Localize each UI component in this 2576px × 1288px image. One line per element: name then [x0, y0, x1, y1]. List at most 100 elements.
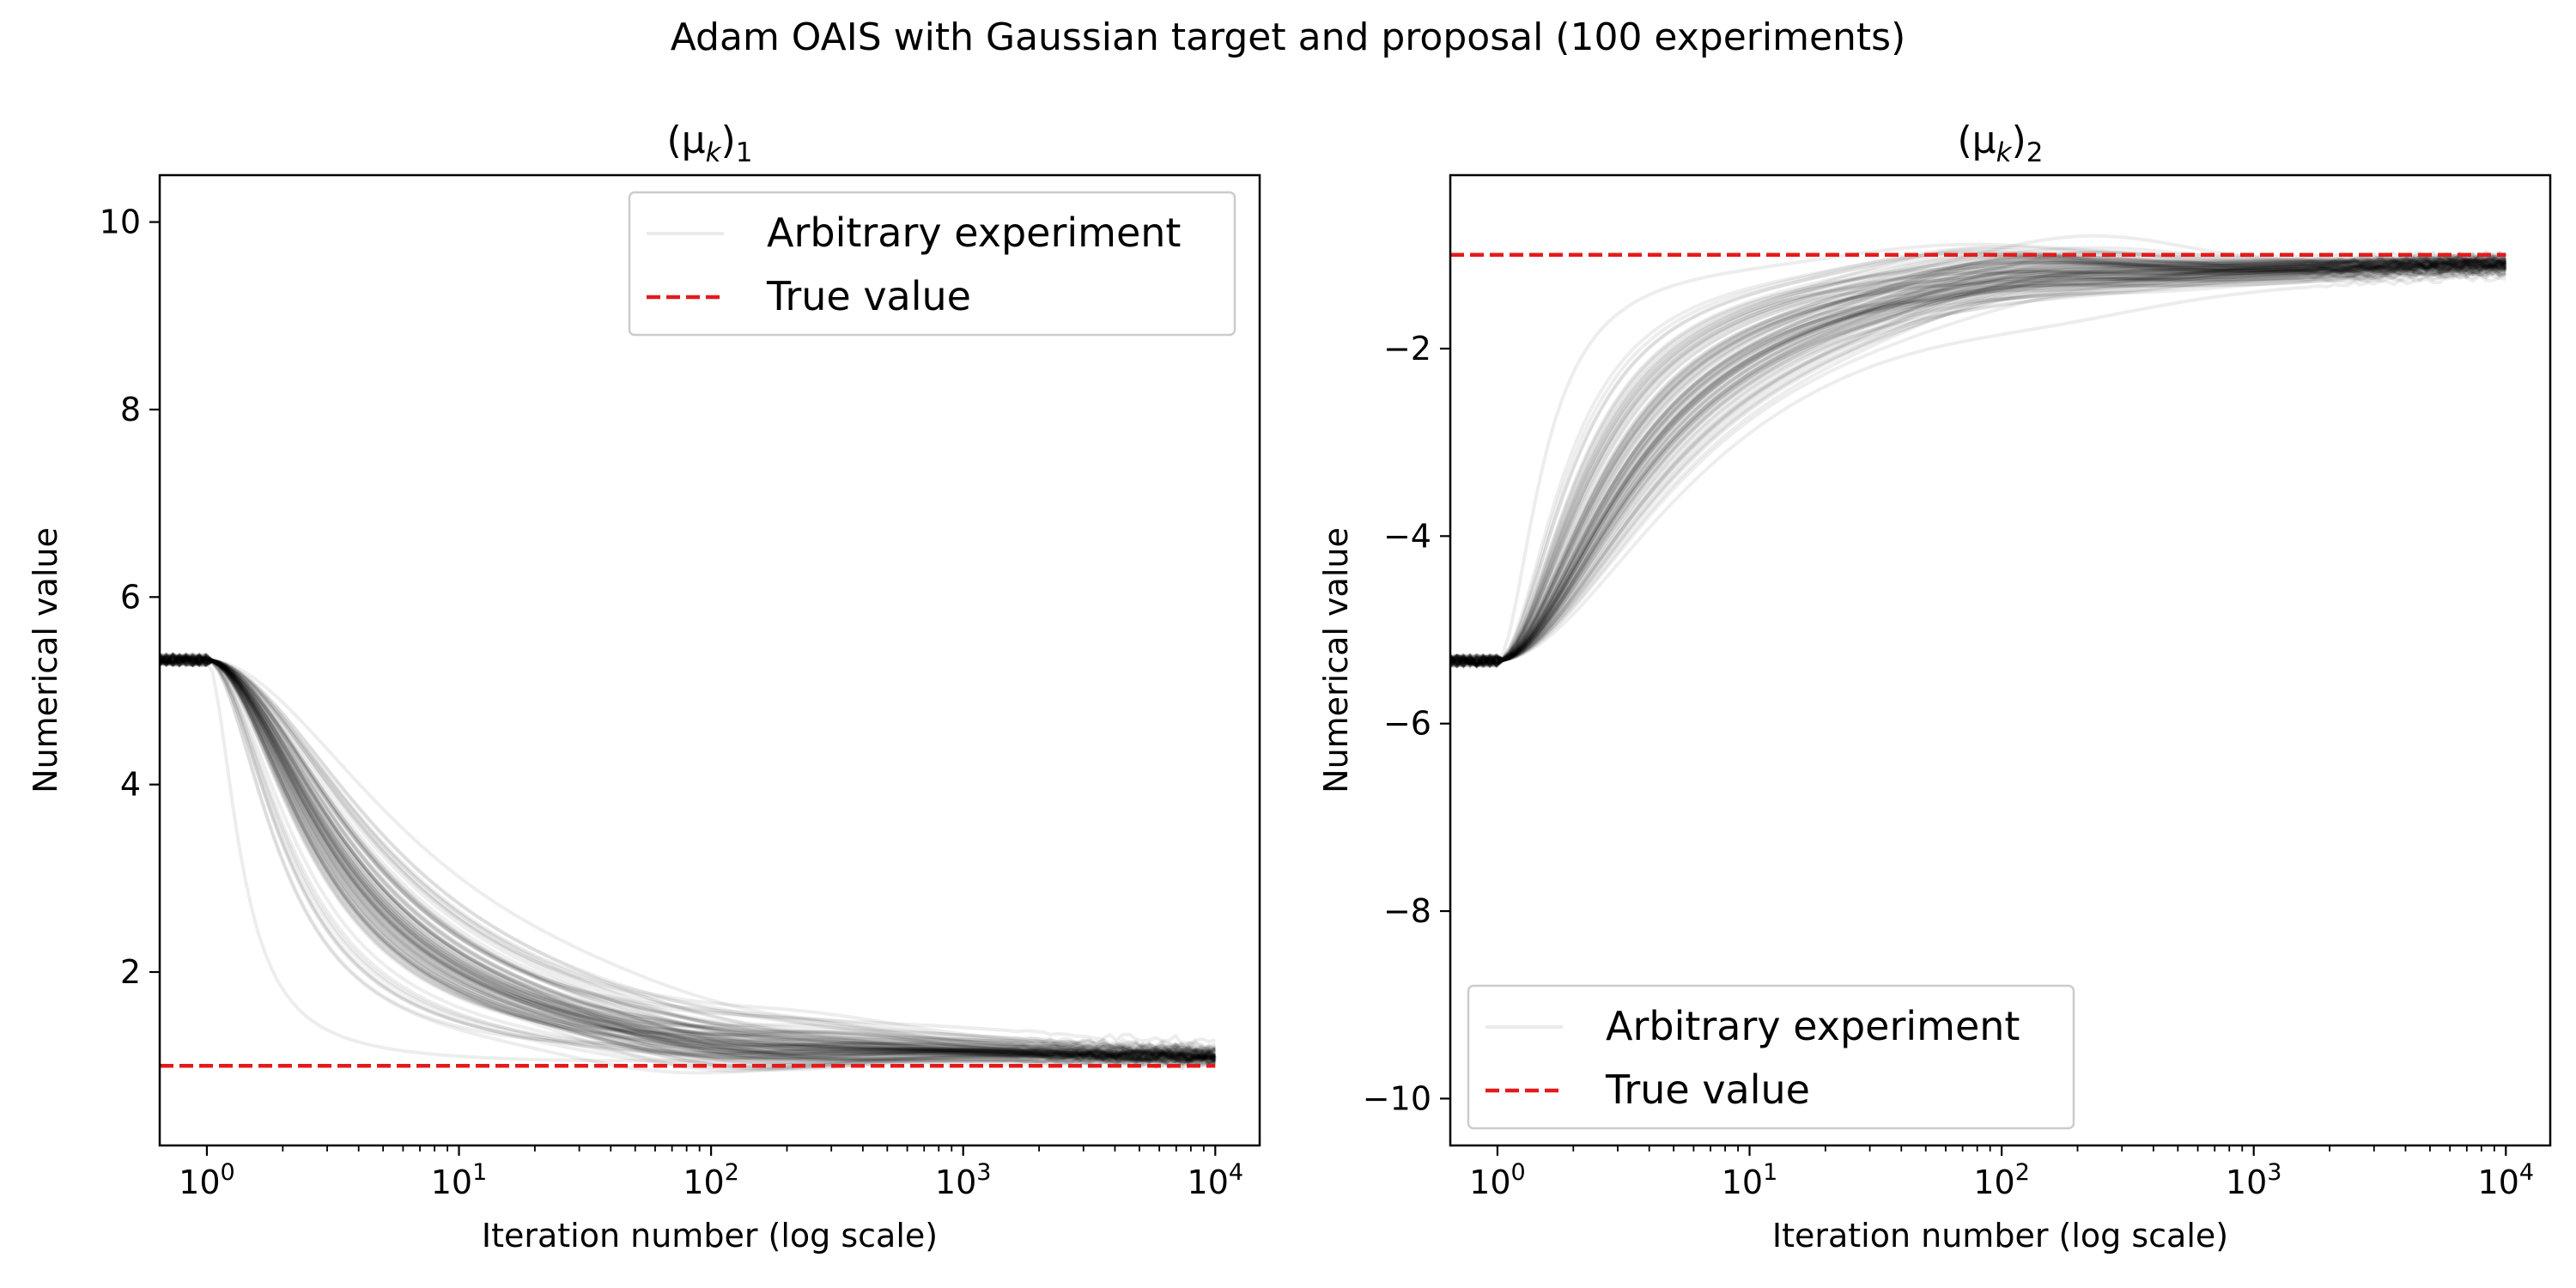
experiment-line — [1450, 260, 2507, 666]
y-axis-label: Numerical value — [1317, 527, 1355, 793]
experiment-line — [1450, 254, 2507, 668]
experiment-line — [1450, 255, 2506, 667]
y-tick-label: −2 — [1383, 330, 1431, 368]
experiment-line — [160, 653, 1216, 1047]
experiment-line — [160, 652, 1217, 1060]
legend: Arbitrary experiment True value — [628, 191, 1236, 337]
experiment-line — [1450, 256, 2507, 669]
experiment-line — [1450, 263, 2506, 665]
experiment-line — [160, 652, 1217, 1063]
legend-true-value-label: True value — [1605, 1066, 1810, 1113]
x-axis-label: Iteration number (log scale) — [482, 1217, 938, 1255]
experiment-line — [1450, 256, 2506, 665]
experiment-line — [160, 653, 1217, 1066]
experiment-line — [160, 652, 1216, 1054]
experiment-line — [160, 652, 1217, 1054]
x-tick-label: 101 — [431, 1159, 488, 1201]
experiment-line — [160, 655, 1216, 1062]
experiment-line — [1450, 246, 2507, 669]
y-tick-label: 8 — [120, 391, 141, 428]
experiment-line — [1450, 259, 2506, 667]
experiment-line — [1450, 258, 2506, 668]
experiment-line — [1450, 258, 2507, 668]
experiment-line — [1450, 264, 2507, 666]
experiment-line — [1450, 255, 2506, 668]
axes-frame — [158, 173, 1261, 1147]
experiment-line — [1450, 258, 2507, 667]
experiment-line — [1450, 257, 2507, 668]
experiment-line — [160, 652, 1217, 1063]
experiment-line — [160, 654, 1217, 1066]
experiment-line — [1450, 252, 2507, 668]
experiment-line — [1450, 267, 2506, 670]
experiment-line — [160, 653, 1217, 1063]
experiment-line — [1450, 246, 2507, 669]
x-tick-label: 101 — [1722, 1159, 1778, 1201]
experiment-line — [1450, 263, 2507, 668]
experiment-line — [1450, 254, 2507, 669]
experiment-line — [1450, 259, 2507, 669]
experiment-line — [1450, 258, 2506, 669]
legend-box — [1467, 984, 2075, 1130]
experiment-line — [1450, 261, 2507, 669]
y-tick-label: 2 — [120, 953, 141, 991]
experiment-curves — [160, 651, 1217, 1075]
experiment-line — [160, 653, 1217, 1055]
plot-area — [160, 651, 1217, 1075]
experiment-line — [1450, 271, 2506, 666]
y-tick-label: 6 — [120, 578, 141, 616]
experiment-line — [160, 653, 1216, 1069]
experiment-line — [160, 652, 1216, 1060]
experiment-line — [160, 652, 1217, 1070]
x-tick-label: 102 — [1973, 1159, 2030, 1201]
experiment-line — [160, 656, 1217, 1068]
experiment-line — [1450, 261, 2507, 668]
experiment-line — [1450, 258, 2506, 669]
y-tick-label: −10 — [1363, 1079, 1431, 1117]
experiment-line — [1450, 252, 2506, 669]
experiment-line — [160, 654, 1217, 1060]
y-tick-label: 4 — [120, 766, 141, 804]
experiment-line — [1450, 262, 2506, 665]
experiment-line — [160, 654, 1216, 1075]
experiment-line — [160, 653, 1217, 1053]
experiment-line — [160, 655, 1216, 1065]
experiment-line — [160, 652, 1216, 1072]
experiment-line — [1450, 260, 2507, 667]
legend-experiment-label: Arbitrary experiment — [1606, 1003, 2020, 1049]
figure-suptitle: Adam OAIS with Gaussian target and propo… — [670, 15, 1906, 59]
experiment-line — [1450, 249, 2506, 669]
experiment-line — [1450, 264, 2507, 668]
experiment-line — [1450, 262, 2507, 669]
experiment-line — [160, 653, 1216, 1066]
experiment-line — [160, 653, 1217, 1064]
x-tick-label: 103 — [2226, 1159, 2282, 1201]
experiment-line — [160, 652, 1216, 1066]
experiment-line — [160, 654, 1216, 1068]
experiment-line — [160, 652, 1216, 1060]
experiment-line — [1450, 257, 2507, 669]
experiment-line — [1450, 259, 2507, 665]
experiment-curves — [1450, 234, 2507, 670]
legend-experiment-label: Arbitrary experiment — [767, 210, 1181, 256]
experiment-line — [1450, 258, 2507, 666]
experiment-line — [1450, 259, 2507, 667]
experiment-line — [1450, 262, 2506, 669]
experiment-line — [160, 653, 1217, 1061]
experiment-line — [1450, 268, 2506, 670]
experiment-line — [160, 653, 1217, 1066]
experiment-line — [160, 653, 1216, 1062]
experiment-line — [1450, 256, 2507, 667]
chart-panel-2: 100 101 102 103 104 −10 −8 −6 −4 −2 Iteration numb… — [1317, 118, 2552, 1255]
y-tick-label: −8 — [1383, 892, 1431, 930]
experiment-line — [160, 652, 1216, 1065]
experiment-line — [1450, 256, 2507, 668]
experiment-line — [160, 653, 1217, 1057]
experiment-line — [1450, 261, 2506, 668]
experiment-line — [160, 652, 1216, 1069]
experiment-line — [1450, 256, 2507, 668]
experiment-line — [1450, 264, 2507, 665]
x-tick-label: 100 — [179, 1159, 235, 1201]
y-tick-label: −6 — [1383, 705, 1431, 743]
